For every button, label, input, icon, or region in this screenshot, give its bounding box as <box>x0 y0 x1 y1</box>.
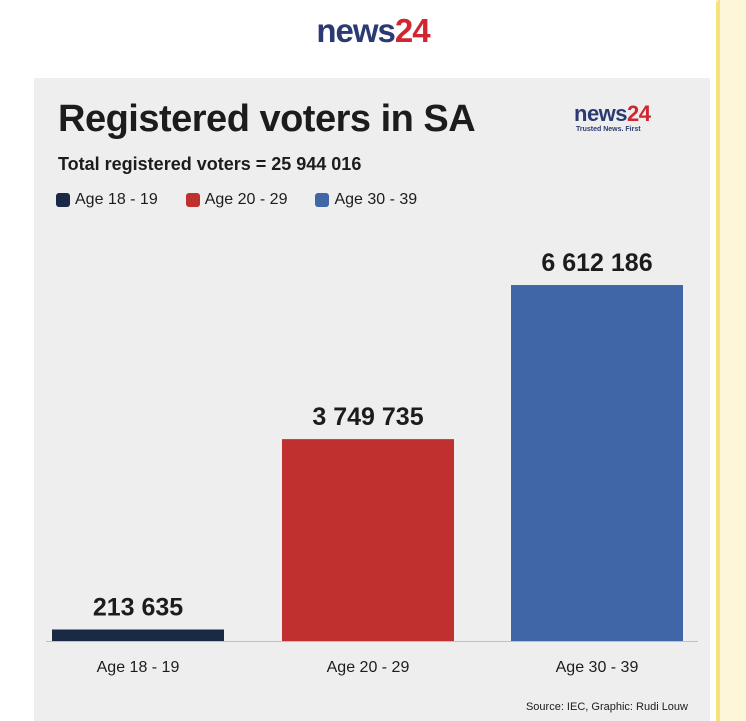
news24-logo: news24 <box>0 12 746 50</box>
chart-title: Registered voters in SA <box>58 98 476 140</box>
legend-swatch <box>56 193 70 207</box>
legend-item: Age 30 - 39 <box>315 191 417 209</box>
legend-label: Age 30 - 39 <box>334 191 418 208</box>
bar-value-label: 3 749 735 <box>312 403 423 431</box>
x-tick-label: Age 18 - 19 <box>97 659 180 676</box>
legend-item: Age 20 - 29 <box>185 191 288 209</box>
logo-news-text: news <box>316 12 396 49</box>
news24-small-logo: news24 Trusted News. First <box>574 101 651 134</box>
bar-1 <box>52 629 224 641</box>
legend-swatch <box>185 193 200 207</box>
logo-24-text: 24 <box>394 12 431 49</box>
legend-label: Age 18 - 19 <box>75 191 158 208</box>
bar-value-label: 6 612 186 <box>541 249 652 277</box>
x-tick-label: Age 30 - 39 <box>556 659 639 676</box>
chart-panel: Registered voters in SA Total registered… <box>34 78 710 721</box>
small-logo-news-text: news <box>574 101 628 126</box>
small-logo-24-text: 24 <box>627 101 651 126</box>
source-credit: Source: IEC, Graphic: Rudi Louw <box>525 701 688 713</box>
bar-3 <box>511 285 683 641</box>
chart-legend: Age 18 - 19 Age 20 - 29 Age 30 - 39 <box>56 191 417 209</box>
legend-swatch <box>315 193 330 207</box>
x-tick-label: Age 20 - 29 <box>327 659 410 676</box>
bar-2 <box>282 439 454 641</box>
legend-item: Age 18 - 19 <box>56 191 158 209</box>
bar-chart: 213 635 Age 18 - 19 3 749 735 Age 20 - 29 6 … <box>46 249 698 676</box>
page-frame-edge <box>716 0 746 721</box>
bar-value-label: 213 635 <box>93 593 183 621</box>
legend-label: Age 20 - 29 <box>204 191 288 208</box>
chart-subtitle: Total registered voters = 25 944 016 <box>58 154 362 174</box>
logo-tagline: Trusted News. First <box>576 126 641 133</box>
